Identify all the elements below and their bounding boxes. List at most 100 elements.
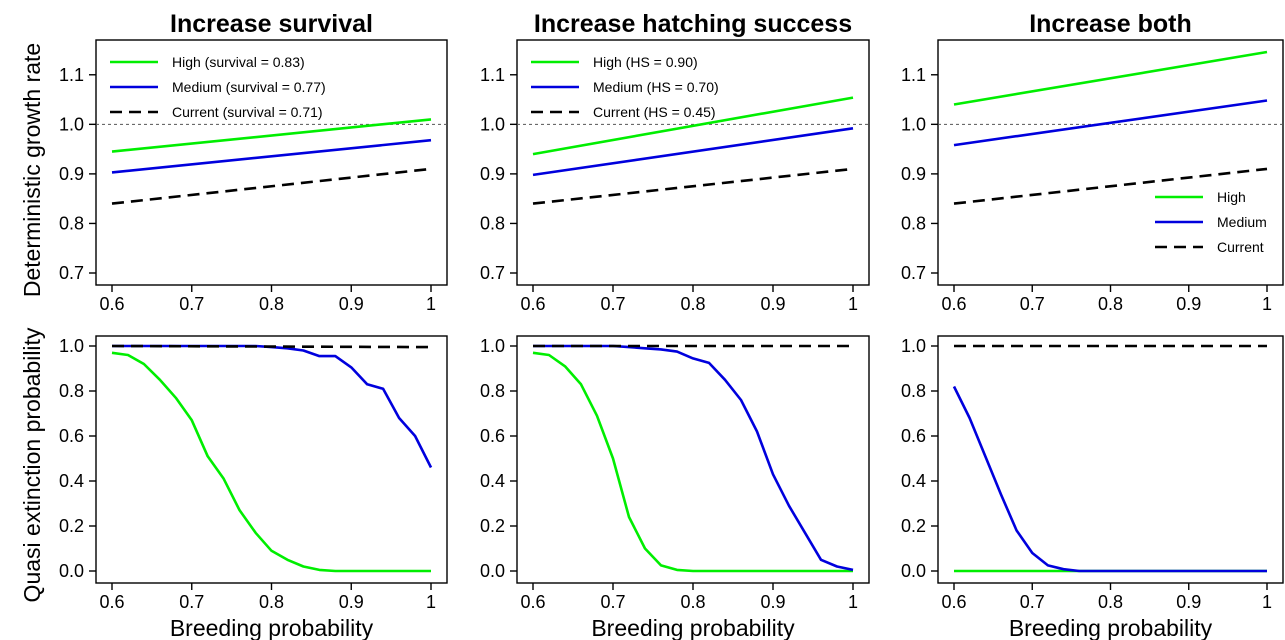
x-tick-label: 0.9 xyxy=(339,294,364,314)
y-tick-label: 0.0 xyxy=(480,561,505,581)
x-tick-label: 0.8 xyxy=(680,294,705,314)
y-tick-label: 0.2 xyxy=(59,516,84,536)
legend-label: Medium xyxy=(1217,214,1267,230)
y-tick-label: 0.8 xyxy=(480,381,505,401)
panel-6: 0.6 0.7 0.8 0.9 1 0.0 0.2 0.4 0.6 0.8 1.0 Breeding … xyxy=(901,335,1284,640)
x-axis-title: Breeding probability xyxy=(170,615,374,640)
series-line-medium xyxy=(953,99,1268,147)
panel-1: Increase survival 0.6 0.7 0.8 0.9 1 0.7 0.8 0.9 1… xyxy=(59,10,448,314)
y-tick-label: 0.8 xyxy=(901,381,926,401)
x-tick-label: 0.6 xyxy=(99,592,124,612)
x-tick-label: 0.8 xyxy=(680,592,705,612)
x-tick-label: 0.6 xyxy=(99,294,124,314)
series-line-medium xyxy=(532,127,854,177)
series-line-medium xyxy=(111,138,432,174)
y-tick-label: 0.0 xyxy=(59,561,84,581)
panel-5: 0.6 0.7 0.8 0.9 1 0.0 0.2 0.4 0.6 0.8 1.0 Breeding … xyxy=(480,335,870,640)
series-line-current xyxy=(111,167,432,205)
x-tick-label: 0.8 xyxy=(1098,592,1123,612)
x-tick-label: 0.7 xyxy=(1020,592,1045,612)
series-line-high xyxy=(111,118,432,153)
y-tick-label: 1.1 xyxy=(480,65,505,85)
x-tick-label: 0.7 xyxy=(179,592,204,612)
series-line-medium xyxy=(533,344,854,572)
x-tick-label: 0.7 xyxy=(179,294,204,314)
y-tick-label: 1.0 xyxy=(480,336,505,356)
legend-label: High (HS = 0.90) xyxy=(593,54,698,70)
y-tick-label: 0.0 xyxy=(901,561,926,581)
x-tick-label: 0.6 xyxy=(520,294,545,314)
x-tick-label: 1 xyxy=(848,592,858,612)
legend: High (survival = 0.83) Medium (survival =… xyxy=(110,54,326,120)
panel-title: Increase hatching success xyxy=(534,10,852,38)
legend-label: Current (HS = 0.45) xyxy=(593,104,716,120)
x-tick-label: 0.6 xyxy=(941,592,966,612)
x-tick-label: 0.6 xyxy=(520,592,545,612)
y-tick-label: 1.1 xyxy=(59,65,84,85)
y-tick-label: 0.8 xyxy=(59,213,84,233)
plot-frame xyxy=(516,39,870,286)
x-axis-title: Breeding probability xyxy=(1009,615,1213,640)
x-tick-label: 0.9 xyxy=(1176,294,1201,314)
y-tick-label: 1.0 xyxy=(59,114,84,134)
series-line-high xyxy=(532,351,853,573)
x-tick-label: 0.7 xyxy=(600,294,625,314)
legend-label: Medium (survival = 0.77) xyxy=(172,79,326,95)
panel-2: Increase hatching success 0.6 0.7 0.8 0.9 1 0.… xyxy=(480,10,870,314)
y-tick-label: 0.4 xyxy=(901,471,926,491)
series-line-current xyxy=(953,167,1268,205)
y-axis-title-growth-rate: Deterministic growth rate xyxy=(19,43,45,297)
x-tick-label: 0.9 xyxy=(760,294,785,314)
y-tick-label: 0.4 xyxy=(59,471,84,491)
legend-label: Medium (HS = 0.70) xyxy=(593,79,719,95)
x-tick-label: 1 xyxy=(1262,294,1272,314)
y-axis-title-extinction: Quasi extinction probability xyxy=(19,327,45,602)
legend-label: Current xyxy=(1217,239,1264,255)
y-tick-label: 0.9 xyxy=(59,164,84,184)
x-tick-label: 0.8 xyxy=(259,592,284,612)
series-line-high xyxy=(953,50,1268,106)
legend-label: High xyxy=(1217,189,1246,205)
panel-title: Increase survival xyxy=(170,10,373,38)
y-tick-label: 0.7 xyxy=(901,263,926,283)
y-tick-label: 0.8 xyxy=(901,213,926,233)
plot-frame xyxy=(937,335,1284,584)
panel-4: 0.6 0.7 0.8 0.9 1 0.0 0.2 0.4 0.6 0.8 1.0 Breeding … xyxy=(59,335,448,640)
y-tick-label: 0.8 xyxy=(480,213,505,233)
series-line-current xyxy=(111,344,432,349)
panel-title: Increase both xyxy=(1029,10,1192,38)
plot-frame xyxy=(95,335,448,584)
x-tick-label: 0.9 xyxy=(339,592,364,612)
y-tick-label: 1.0 xyxy=(480,114,505,134)
series-line-medium xyxy=(112,344,433,469)
series-line-high xyxy=(111,351,431,573)
legend: High (HS = 0.90) Medium (HS = 0.70) Curren… xyxy=(531,54,719,120)
panel-3: Increase both 0.6 0.7 0.8 0.9 1 0.7 0.8 0.9 1.0 1.… xyxy=(901,10,1284,314)
series-line-high xyxy=(532,96,854,156)
y-tick-label: 1.0 xyxy=(901,336,926,356)
y-tick-label: 0.4 xyxy=(480,471,505,491)
x-tick-label: 0.8 xyxy=(1098,294,1123,314)
x-tick-label: 1 xyxy=(848,294,858,314)
legend-label: High (survival = 0.83) xyxy=(172,54,305,70)
y-tick-label: 0.7 xyxy=(59,263,84,283)
x-tick-label: 0.6 xyxy=(941,294,966,314)
y-tick-label: 0.2 xyxy=(480,516,505,536)
y-tick-label: 0.6 xyxy=(901,426,926,446)
x-tick-label: 0.7 xyxy=(1020,294,1045,314)
x-tick-label: 1 xyxy=(426,294,436,314)
x-tick-label: 1 xyxy=(426,592,436,612)
x-tick-label: 0.7 xyxy=(600,592,625,612)
y-tick-label: 1.1 xyxy=(901,65,926,85)
plot-frame xyxy=(95,39,448,286)
y-tick-label: 0.7 xyxy=(480,263,505,283)
y-tick-label: 1.0 xyxy=(901,114,926,134)
x-axis-title: Breeding probability xyxy=(591,615,795,640)
y-tick-label: 0.6 xyxy=(59,426,84,446)
y-tick-label: 1.0 xyxy=(59,336,84,356)
series-line-current xyxy=(532,167,854,205)
x-tick-label: 0.9 xyxy=(760,592,785,612)
legend: High Medium Current xyxy=(1155,189,1267,255)
y-tick-label: 0.8 xyxy=(59,381,84,401)
